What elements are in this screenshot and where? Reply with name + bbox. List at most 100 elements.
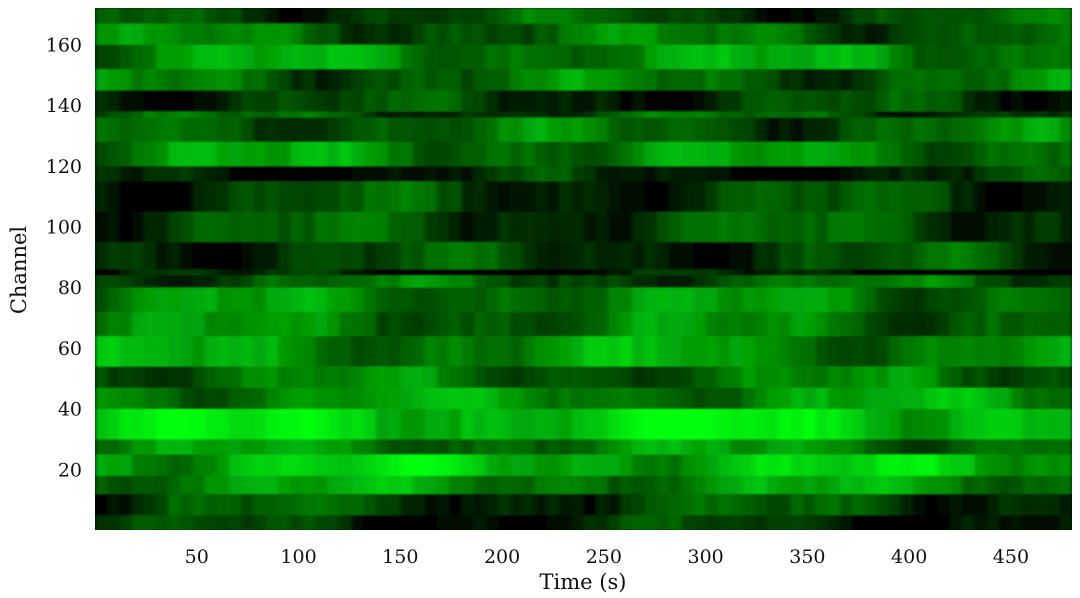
heatmap-cell bbox=[143, 335, 157, 367]
heatmap-cell bbox=[827, 269, 841, 276]
heatmap-cell bbox=[290, 287, 304, 312]
heatmap-cell bbox=[705, 275, 719, 288]
heatmap-cell bbox=[388, 180, 401, 212]
heatmap-cell bbox=[278, 269, 291, 276]
heatmap-cell bbox=[143, 269, 157, 276]
heatmap-cell bbox=[534, 180, 548, 212]
heatmap-cell bbox=[290, 180, 304, 212]
heatmap-cell bbox=[766, 180, 780, 212]
heatmap-cell bbox=[375, 8, 389, 24]
heatmap-cell bbox=[717, 287, 731, 312]
heatmap-cell bbox=[363, 44, 377, 70]
heatmap-cell bbox=[107, 493, 121, 516]
heatmap-cell bbox=[424, 241, 438, 270]
heatmap-cell bbox=[839, 311, 853, 337]
heatmap-cell bbox=[314, 275, 328, 288]
heatmap-cell bbox=[253, 165, 267, 182]
heatmap-cell bbox=[730, 111, 743, 118]
heatmap-cell bbox=[302, 68, 316, 91]
heatmap-cell bbox=[351, 493, 365, 516]
heatmap-cell bbox=[730, 89, 743, 112]
heatmap-cell bbox=[876, 366, 890, 388]
heatmap-cell bbox=[253, 335, 267, 367]
heatmap-cell bbox=[498, 211, 511, 243]
heatmap-cell bbox=[913, 117, 927, 142]
heatmap-cell bbox=[827, 311, 841, 337]
heatmap-cell bbox=[339, 211, 353, 243]
heatmap-cell bbox=[449, 454, 462, 476]
heatmap-cell bbox=[107, 211, 121, 243]
heatmap-cell bbox=[253, 493, 267, 516]
heatmap-cell bbox=[400, 438, 414, 455]
heatmap-cell bbox=[815, 23, 829, 45]
heatmap-cell bbox=[949, 335, 963, 367]
heatmap-cell bbox=[876, 23, 890, 45]
heatmap-cell bbox=[131, 180, 145, 212]
heatmap-cell bbox=[253, 438, 267, 455]
heatmap-cell bbox=[852, 141, 865, 167]
heatmap-cell bbox=[400, 23, 414, 45]
heatmap-cell bbox=[1023, 23, 1036, 45]
heatmap-cell bbox=[449, 335, 462, 367]
heatmap-cell bbox=[803, 269, 817, 276]
heatmap-cell bbox=[864, 68, 878, 91]
heatmap-cell bbox=[681, 211, 695, 243]
heatmap-cell bbox=[827, 514, 841, 530]
heatmap-cell bbox=[913, 275, 927, 288]
heatmap-cell bbox=[388, 269, 401, 276]
heatmap-cell bbox=[766, 387, 780, 410]
heatmap-cell bbox=[766, 438, 780, 455]
heatmap-cell bbox=[913, 269, 927, 276]
heatmap-cell bbox=[607, 8, 621, 24]
heatmap-cell bbox=[1035, 44, 1049, 70]
heatmap-cell bbox=[241, 23, 255, 45]
heatmap-cell bbox=[1023, 68, 1036, 91]
heatmap-cell bbox=[180, 454, 194, 476]
heatmap-cell bbox=[717, 311, 731, 337]
heatmap-cell bbox=[180, 8, 194, 24]
heatmap-cell bbox=[290, 44, 304, 70]
heatmap-cell bbox=[253, 68, 267, 91]
heatmap-cell bbox=[583, 68, 597, 91]
heatmap-cell bbox=[217, 275, 230, 288]
heatmap-cell bbox=[864, 44, 878, 70]
heatmap-cell bbox=[534, 23, 548, 45]
heatmap-cell bbox=[864, 475, 878, 494]
heatmap-cell bbox=[388, 493, 401, 516]
heatmap-cell bbox=[424, 68, 438, 91]
heatmap-cell bbox=[327, 111, 340, 118]
heatmap-cell bbox=[412, 454, 426, 476]
heatmap-cell bbox=[607, 23, 621, 45]
heatmap-cell bbox=[546, 335, 560, 367]
heatmap-cell bbox=[327, 165, 340, 182]
heatmap-cell bbox=[327, 475, 340, 494]
heatmap-cell bbox=[962, 387, 975, 410]
heatmap-cell bbox=[204, 408, 218, 440]
heatmap-cell bbox=[204, 366, 218, 388]
heatmap-cell bbox=[827, 111, 841, 118]
heatmap-cell bbox=[461, 475, 475, 494]
heatmap-cell bbox=[461, 165, 475, 182]
heatmap-cell bbox=[791, 141, 804, 167]
heatmap-cell bbox=[400, 514, 414, 530]
heatmap-cell bbox=[253, 514, 267, 530]
heatmap-cell bbox=[791, 454, 804, 476]
heatmap-cell bbox=[693, 180, 707, 212]
heatmap-cell bbox=[1059, 514, 1072, 530]
heatmap-cell bbox=[778, 493, 792, 516]
heatmap-cell bbox=[595, 475, 609, 494]
heatmap-cell bbox=[1010, 111, 1024, 118]
heatmap-cell bbox=[937, 165, 951, 182]
heatmap-cell bbox=[559, 165, 572, 182]
heatmap-cell bbox=[1059, 89, 1072, 112]
heatmap-cell bbox=[498, 241, 511, 270]
heatmap-cell bbox=[327, 44, 340, 70]
heatmap-cell bbox=[192, 141, 206, 167]
heatmap-cell bbox=[742, 493, 756, 516]
heatmap-cell bbox=[241, 408, 255, 440]
heatmap-cell bbox=[436, 493, 450, 516]
heatmap-cell bbox=[546, 117, 560, 142]
heatmap-cell bbox=[852, 438, 865, 455]
heatmap-cell bbox=[827, 165, 841, 182]
heatmap-cell bbox=[351, 269, 365, 276]
